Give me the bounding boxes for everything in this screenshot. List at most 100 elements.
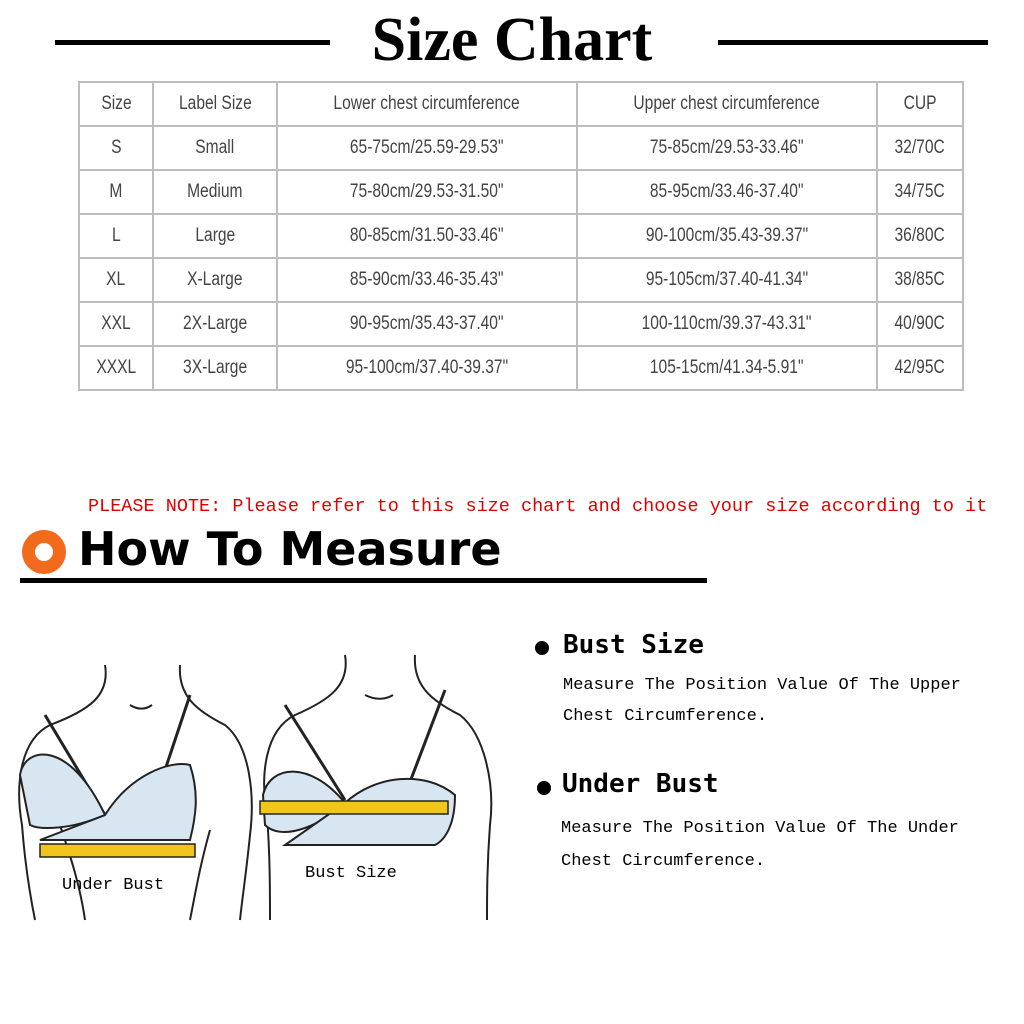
- table-cell: 90-100cm/35.43-39.37": [576, 213, 878, 259]
- under-bust-description: Measure The Position Value Of The Under …: [561, 812, 959, 878]
- title-rule-left: [55, 40, 330, 45]
- table-cell: 100-110cm/39.37-43.31": [576, 301, 878, 347]
- table-cell: 95-100cm/37.40-39.37": [276, 345, 578, 391]
- bust-size-heading: Bust Size: [563, 630, 704, 660]
- figure-label-bust-size: Bust Size: [305, 864, 397, 883]
- description-line: Chest Circumference.: [561, 852, 766, 871]
- cell-text: 38/85C: [894, 269, 946, 290]
- table-row: L Large 80-85cm/31.50-33.46" 90-100cm/35.43…: [78, 213, 964, 259]
- cell-text: 95-105cm/37.40-41.34": [645, 269, 809, 290]
- table-row: XL X-Large 85-90cm/33.46-35.43" 95-105cm/37…: [78, 257, 964, 303]
- table-cell: Small: [152, 125, 278, 171]
- bust-size-description: Measure The Position Value Of The Upper …: [563, 670, 961, 732]
- cell-text: 3X-Large: [182, 357, 248, 378]
- cell-text: 85-90cm/33.46-35.43": [350, 269, 504, 290]
- table-cell: 105-15cm/41.34-5.91": [576, 345, 878, 391]
- table-cell: 32/70C: [876, 125, 964, 171]
- table-cell: Medium: [152, 169, 278, 215]
- cell-text: XXL: [101, 313, 131, 334]
- column-header: Label Size: [152, 81, 278, 127]
- tape-measure-bust: [259, 800, 449, 815]
- cell-text: 40/90C: [894, 313, 946, 334]
- cell-text: 80-85cm/31.50-33.46": [350, 225, 504, 246]
- cell-text: 75-85cm/29.53-33.46": [650, 137, 804, 158]
- cell-text: Medium: [187, 181, 243, 202]
- size-note: PLEASE NOTE: Please refer to this size c…: [88, 496, 988, 517]
- cell-text: 100-110cm/39.37-43.31": [642, 313, 812, 334]
- table-cell: S: [78, 125, 154, 171]
- table-cell: X-Large: [152, 257, 278, 303]
- page-title: Size Chart: [371, 6, 653, 74]
- bullet-icon: [535, 641, 549, 655]
- table-cell: 95-105cm/37.40-41.34": [576, 257, 878, 303]
- table-cell: XXL: [78, 301, 154, 347]
- size-table: Size Label Size Lower chest circumferenc…: [78, 81, 964, 391]
- table-cell: 34/75C: [876, 169, 964, 215]
- table-cell: XL: [78, 257, 154, 303]
- cell-text: XXXL: [96, 357, 136, 378]
- cell-text: 32/70C: [894, 137, 946, 158]
- section-title: How To Measure: [78, 522, 502, 576]
- table-cell: 38/85C: [876, 257, 964, 303]
- cell-text: Large: [195, 225, 235, 246]
- description-line: Chest Circumference.: [563, 707, 768, 726]
- table-cell: 2X-Large: [152, 301, 278, 347]
- under-bust-figure: [18, 664, 253, 921]
- cell-text: 42/95C: [894, 357, 946, 378]
- description-line: Measure The Position Value Of The Upper: [563, 676, 961, 695]
- table-cell: 80-85cm/31.50-33.46": [276, 213, 578, 259]
- cell-text: S: [110, 137, 122, 158]
- column-header: CUP: [876, 81, 964, 127]
- table-cell: 36/80C: [876, 213, 964, 259]
- table-cell: 42/95C: [876, 345, 964, 391]
- column-header-text: Upper chest circumference: [633, 93, 821, 114]
- cell-text: Small: [195, 137, 235, 158]
- cell-text: XL: [106, 269, 126, 290]
- table-cell: M: [78, 169, 154, 215]
- title-rule-right: [718, 40, 988, 45]
- table-cell: 85-95cm/33.46-37.40": [576, 169, 878, 215]
- cell-text: 105-15cm/41.34-5.91": [650, 357, 804, 378]
- measurement-illustrations: [18, 654, 493, 921]
- cell-text: M: [109, 181, 123, 202]
- cell-text: 36/80C: [894, 225, 946, 246]
- table-header-row: Size Label Size Lower chest circumferenc…: [78, 81, 964, 127]
- table-row: XXL 2X-Large 90-95cm/35.43-37.40" 100-110cm…: [78, 301, 964, 347]
- column-header-text: Size: [100, 93, 132, 114]
- table-row: XXXL 3X-Large 95-100cm/37.40-39.37" 105-15c…: [78, 345, 964, 391]
- cell-text: 34/75C: [894, 181, 946, 202]
- cell-text: 90-100cm/35.43-39.37": [645, 225, 809, 246]
- cell-text: 2X-Large: [182, 313, 248, 334]
- under-bust-heading: Under Bust: [562, 769, 719, 799]
- table-row: S Small 65-75cm/25.59-29.53" 75-85cm/29.53-…: [78, 125, 964, 171]
- table-cell: 85-90cm/33.46-35.43": [276, 257, 578, 303]
- section-underline: [20, 578, 707, 583]
- column-header-text: Label Size: [178, 93, 252, 114]
- figure-label-under-bust: Under Bust: [62, 876, 165, 895]
- table-cell: 65-75cm/25.59-29.53": [276, 125, 578, 171]
- description-line: Measure The Position Value Of The Under: [561, 819, 959, 838]
- table-row: M Medium 75-80cm/29.53-31.50" 85-95cm/33.46…: [78, 169, 964, 215]
- table-cell: 40/90C: [876, 301, 964, 347]
- cell-text: 65-75cm/25.59-29.53": [350, 137, 504, 158]
- bullet-icon: [537, 781, 551, 795]
- column-header: Upper chest circumference: [576, 81, 878, 127]
- column-header-text: CUP: [903, 93, 937, 114]
- table-cell: 90-95cm/35.43-37.40": [276, 301, 578, 347]
- table-cell: 75-85cm/29.53-33.46": [576, 125, 878, 171]
- table-cell: 3X-Large: [152, 345, 278, 391]
- table-cell: XXXL: [78, 345, 154, 391]
- cell-text: X-Large: [187, 269, 243, 290]
- table-cell: Large: [152, 213, 278, 259]
- column-header: Lower chest circumference: [276, 81, 578, 127]
- cell-text: 85-95cm/33.46-37.40": [650, 181, 804, 202]
- cell-text: 75-80cm/29.53-31.50": [350, 181, 504, 202]
- table-cell: L: [78, 213, 154, 259]
- cell-text: L: [111, 225, 121, 246]
- ring-bullet-icon: [22, 530, 66, 574]
- column-header: Size: [78, 81, 154, 127]
- cell-text: 95-100cm/37.40-39.37": [345, 357, 509, 378]
- tape-measure-under-bust: [39, 843, 196, 858]
- column-header-text: Lower chest circumference: [333, 93, 521, 114]
- table-cell: 75-80cm/29.53-31.50": [276, 169, 578, 215]
